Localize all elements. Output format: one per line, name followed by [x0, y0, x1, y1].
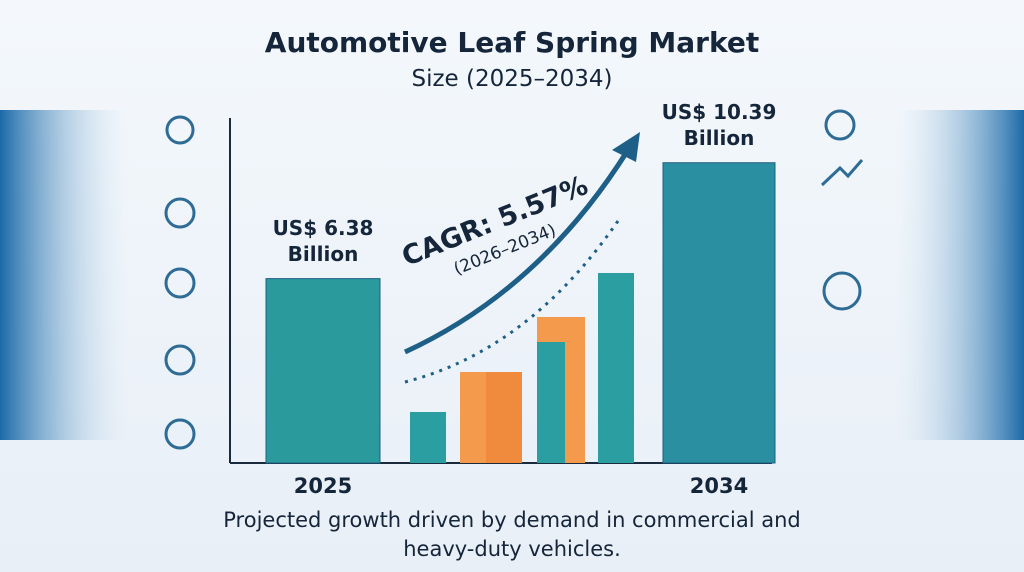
value-label: US$ 10.39 Billion: [661, 99, 777, 150]
footnote: Projected growth driven by demand in com…: [223, 508, 801, 561]
arrow-head: [612, 132, 640, 162]
growth-bars-decoration: [410, 273, 634, 463]
x-tick-label: 2034: [689, 474, 749, 498]
title: Automotive Leaf Spring Market: [264, 26, 760, 59]
dotted-arrow: [404, 217, 622, 384]
left-decoration: [0, 110, 130, 440]
subtitle: Size (2025–2034): [411, 66, 613, 92]
icons: [164, 109, 864, 450]
bar: [662, 162, 776, 464]
bar: [265, 278, 381, 464]
value-label: US$ 6.38 Billion: [272, 215, 374, 266]
right-decoration: [894, 110, 1024, 440]
growth-arrow: [403, 148, 631, 355]
x-tick-label: 2025: [293, 474, 353, 498]
